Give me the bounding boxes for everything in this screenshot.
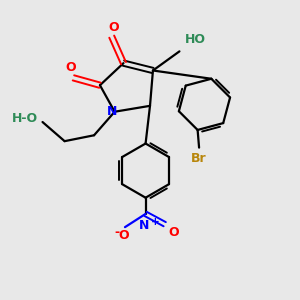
Text: N: N	[106, 105, 117, 118]
Text: HO: HO	[185, 33, 206, 46]
Text: -: -	[114, 226, 119, 239]
Text: Br: Br	[191, 152, 207, 165]
Text: O: O	[108, 21, 119, 34]
Text: O: O	[118, 229, 129, 242]
Text: H-O: H-O	[12, 112, 38, 125]
Text: N: N	[139, 219, 149, 232]
Text: O: O	[168, 226, 179, 239]
Text: O: O	[65, 61, 76, 74]
Text: +: +	[151, 217, 160, 227]
